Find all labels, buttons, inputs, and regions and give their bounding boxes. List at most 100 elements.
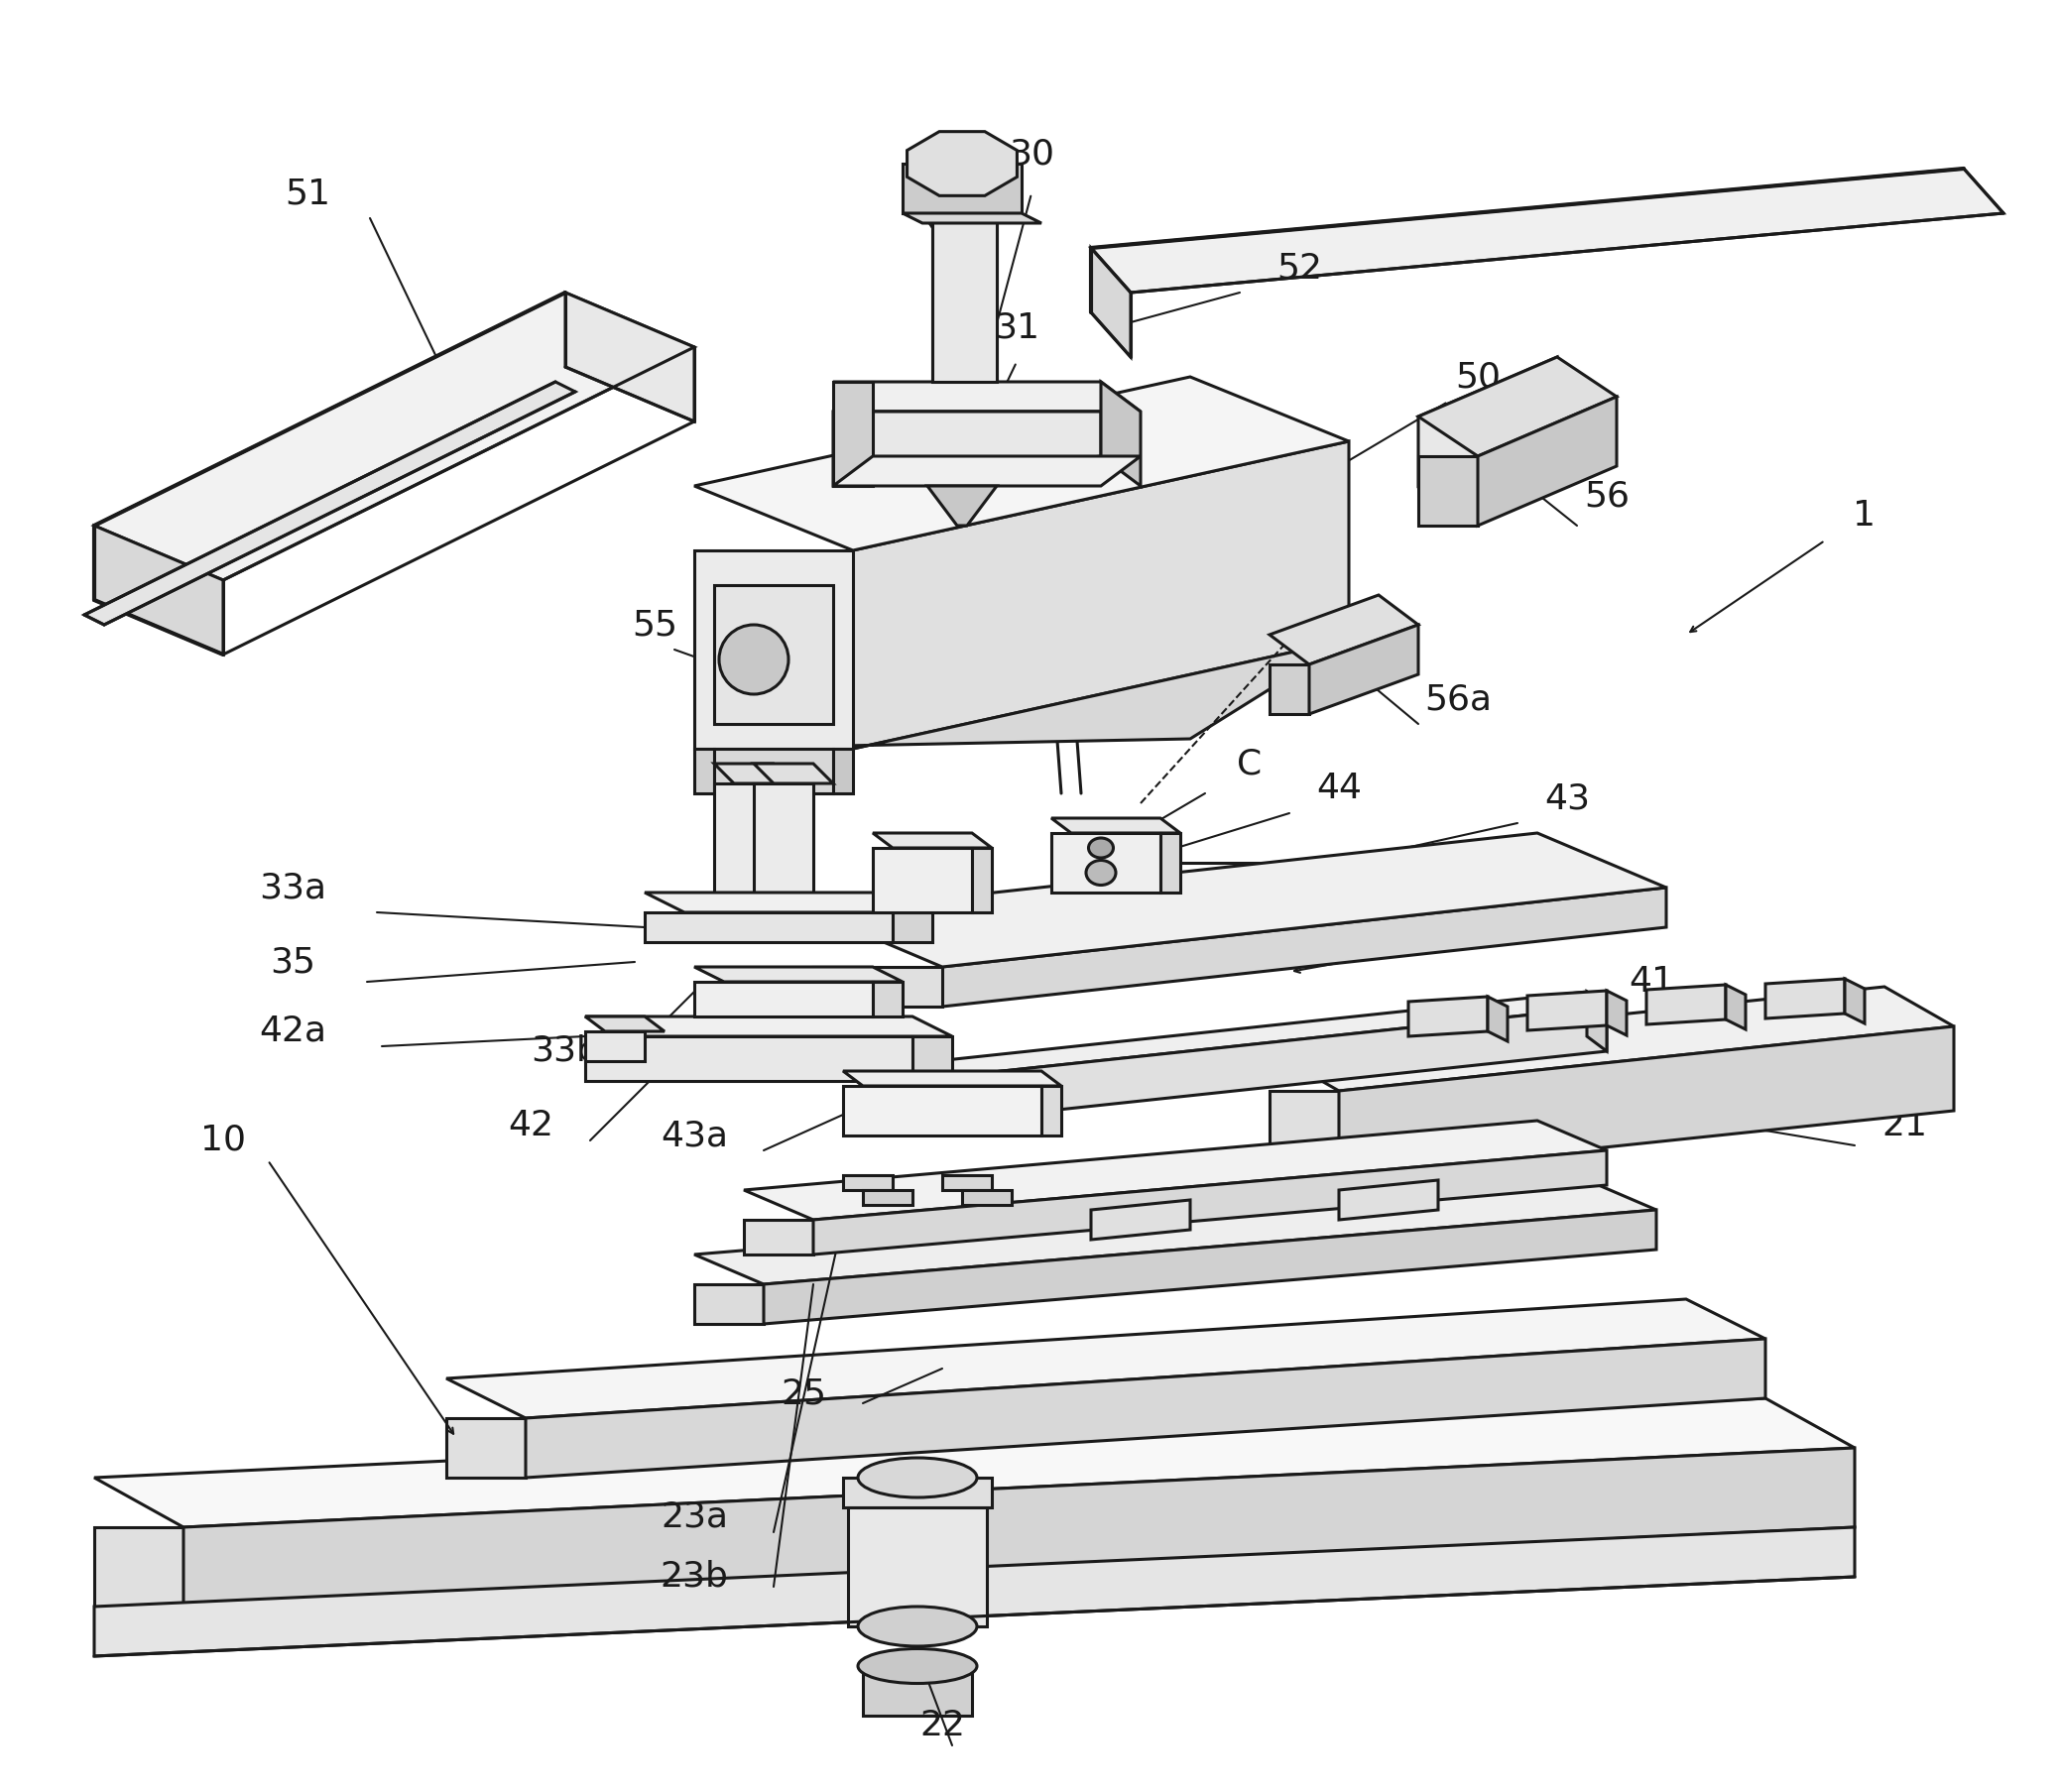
- Polygon shape: [1042, 1086, 1061, 1136]
- Polygon shape: [863, 1190, 913, 1204]
- Polygon shape: [1092, 247, 1131, 357]
- Polygon shape: [95, 1398, 1854, 1527]
- Text: 21: 21: [1881, 1109, 1926, 1143]
- Text: 43: 43: [1545, 781, 1590, 815]
- Polygon shape: [843, 1072, 1061, 1086]
- Polygon shape: [715, 749, 832, 794]
- Polygon shape: [843, 1478, 991, 1507]
- Text: 23a: 23a: [661, 1500, 727, 1534]
- Polygon shape: [775, 783, 793, 892]
- Polygon shape: [1310, 625, 1417, 713]
- Text: 55a: 55a: [898, 538, 966, 572]
- Polygon shape: [1051, 833, 1160, 892]
- Polygon shape: [183, 1448, 1854, 1607]
- Polygon shape: [832, 749, 853, 794]
- Text: 40: 40: [1419, 910, 1467, 944]
- Text: C: C: [1238, 747, 1263, 781]
- Polygon shape: [1417, 357, 1617, 457]
- Text: 56a: 56a: [1423, 683, 1491, 717]
- Polygon shape: [843, 991, 1607, 1086]
- Ellipse shape: [857, 1607, 976, 1647]
- Polygon shape: [849, 1507, 987, 1627]
- Polygon shape: [814, 968, 941, 1007]
- Polygon shape: [95, 292, 694, 581]
- Polygon shape: [902, 163, 1022, 213]
- Polygon shape: [585, 1016, 952, 1036]
- Text: 42: 42: [509, 1109, 554, 1143]
- Polygon shape: [1339, 1027, 1953, 1176]
- Polygon shape: [525, 1339, 1765, 1478]
- Polygon shape: [873, 848, 972, 912]
- Text: 1: 1: [1854, 498, 1877, 532]
- Polygon shape: [95, 525, 222, 654]
- Polygon shape: [1409, 996, 1487, 1036]
- Polygon shape: [902, 213, 1042, 224]
- Ellipse shape: [1088, 839, 1112, 858]
- Text: 33b: 33b: [531, 1034, 599, 1068]
- Polygon shape: [933, 213, 997, 382]
- Polygon shape: [764, 1210, 1656, 1324]
- Polygon shape: [754, 763, 832, 783]
- Polygon shape: [1269, 595, 1417, 665]
- Polygon shape: [1339, 1181, 1438, 1220]
- Polygon shape: [744, 1120, 1607, 1220]
- Ellipse shape: [719, 625, 789, 694]
- Polygon shape: [1846, 978, 1864, 1023]
- Polygon shape: [941, 887, 1667, 1007]
- Polygon shape: [1477, 396, 1617, 525]
- Polygon shape: [814, 833, 1667, 968]
- Polygon shape: [1092, 168, 2004, 292]
- Polygon shape: [84, 382, 575, 625]
- Polygon shape: [447, 1299, 1765, 1417]
- Polygon shape: [906, 131, 1018, 195]
- Polygon shape: [832, 412, 1141, 441]
- Polygon shape: [585, 1032, 645, 1061]
- Polygon shape: [1269, 1091, 1339, 1176]
- Polygon shape: [962, 1190, 1011, 1204]
- Polygon shape: [694, 550, 853, 749]
- Polygon shape: [1100, 382, 1141, 486]
- Polygon shape: [95, 1527, 183, 1607]
- Polygon shape: [1586, 991, 1607, 1052]
- Text: 23b: 23b: [659, 1561, 729, 1593]
- Polygon shape: [941, 1176, 991, 1190]
- Text: 30: 30: [1009, 136, 1055, 170]
- Polygon shape: [95, 1527, 1854, 1656]
- Polygon shape: [1526, 991, 1607, 1030]
- Polygon shape: [694, 749, 715, 794]
- Ellipse shape: [1086, 860, 1117, 885]
- Text: 55: 55: [632, 607, 678, 642]
- Ellipse shape: [857, 1459, 976, 1498]
- Ellipse shape: [857, 1649, 976, 1683]
- Polygon shape: [645, 912, 892, 943]
- Polygon shape: [1160, 833, 1180, 892]
- Polygon shape: [1765, 978, 1846, 1018]
- Polygon shape: [832, 457, 1141, 486]
- Polygon shape: [863, 1007, 1607, 1131]
- Polygon shape: [892, 912, 933, 943]
- Polygon shape: [585, 1016, 665, 1032]
- Polygon shape: [694, 1285, 764, 1324]
- Polygon shape: [1051, 819, 1180, 833]
- Text: 44: 44: [1316, 772, 1362, 805]
- Polygon shape: [715, 586, 832, 724]
- Text: 42a: 42a: [260, 1014, 325, 1048]
- Polygon shape: [873, 833, 991, 848]
- Text: 50: 50: [1454, 360, 1500, 394]
- Polygon shape: [1092, 1201, 1191, 1240]
- Polygon shape: [832, 382, 1141, 412]
- Text: 41: 41: [1629, 964, 1675, 998]
- Polygon shape: [832, 382, 873, 486]
- Polygon shape: [564, 292, 694, 421]
- Polygon shape: [853, 441, 1349, 749]
- Text: 22: 22: [919, 1710, 964, 1742]
- Polygon shape: [694, 376, 1349, 550]
- Text: 10: 10: [200, 1124, 245, 1158]
- Polygon shape: [585, 1036, 913, 1081]
- Polygon shape: [694, 982, 873, 1016]
- Text: 43a: 43a: [661, 1118, 727, 1152]
- Text: 31: 31: [993, 310, 1040, 344]
- Polygon shape: [715, 763, 793, 783]
- Text: 25: 25: [781, 1376, 826, 1410]
- Text: 56: 56: [1584, 478, 1629, 513]
